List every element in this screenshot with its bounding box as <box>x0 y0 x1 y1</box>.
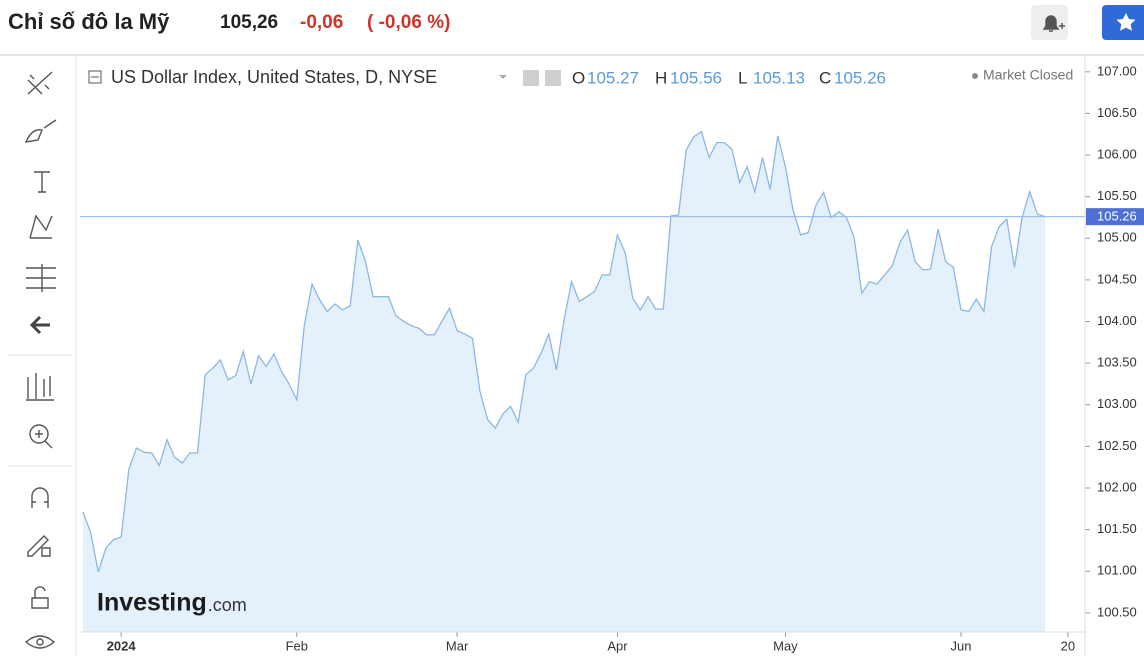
x-tick-label: Jun <box>951 638 972 653</box>
y-tick-label: 106.00 <box>1097 146 1137 161</box>
ohlc-label: L <box>738 68 747 87</box>
status-dot <box>972 73 978 79</box>
watermark: Investing <box>97 589 207 617</box>
y-tick-label: 101.50 <box>1097 521 1137 536</box>
y-tick-label: 104.00 <box>1097 313 1137 328</box>
y-tick-label: 100.50 <box>1097 604 1137 619</box>
x-tick-label: Apr <box>607 638 628 653</box>
watchlist-button[interactable] <box>1102 5 1144 40</box>
visibility-icon[interactable] <box>523 70 539 86</box>
alert-button[interactable] <box>1031 5 1068 40</box>
x-tick-label: Mar <box>446 638 469 653</box>
ohlc-value: 105.56 <box>670 68 722 87</box>
collapse-toggle[interactable] <box>88 70 102 84</box>
y-tick-label: 105.50 <box>1097 188 1137 203</box>
change-percent: ( -0,06 %) <box>367 12 450 33</box>
price-line <box>82 130 1046 573</box>
settings-icon[interactable] <box>545 70 561 86</box>
y-tick-label: 105.00 <box>1097 230 1137 245</box>
last-price-tag <box>1086 208 1144 226</box>
x-tick-label: May <box>773 638 798 653</box>
x-tick-label: Feb <box>286 638 308 653</box>
ohlc-value: 105.13 <box>753 68 805 87</box>
area-fill <box>83 131 1045 632</box>
change: -0,06 <box>300 12 343 33</box>
ohlc-legend: O 105.27 H 105.56 L 105.13 C 105.26 <box>572 68 886 87</box>
ohlc-value: 105.26 <box>834 68 886 87</box>
x-tick-label: 2024 <box>107 638 137 653</box>
watermark-suffix: .com <box>208 595 247 615</box>
ohlc-label: O <box>572 68 585 87</box>
instrument-title: Chỉ số đô la Mỹ <box>8 9 170 34</box>
y-tick-label: 107.00 <box>1097 63 1137 78</box>
y-tick-label: 103.50 <box>1097 355 1137 370</box>
ohlc-label: H <box>655 68 667 87</box>
y-tick-label: 103.00 <box>1097 396 1137 411</box>
market-status: Market Closed <box>983 67 1073 83</box>
toolbar-icons[interactable] <box>24 71 57 649</box>
price: 105,26 <box>220 12 278 33</box>
ohlc-value: 105.27 <box>587 68 639 87</box>
last-price-label: 105.26 <box>1097 209 1137 224</box>
y-tick-label: 102.00 <box>1097 479 1137 494</box>
chart-title: US Dollar Index, United States, D, NYSE <box>111 67 437 87</box>
y-tick-label: 102.50 <box>1097 438 1137 453</box>
y-tick-label: 106.50 <box>1097 105 1137 120</box>
y-tick-label: 101.00 <box>1097 563 1137 578</box>
y-tick-label: 104.50 <box>1097 271 1137 286</box>
ohlc-label: C <box>819 68 831 87</box>
title-dropdown[interactable] <box>499 75 507 79</box>
plot: 100.50 101.00 101.50 102.00 102.50 103.00 103.… <box>80 63 1144 653</box>
header-border <box>0 54 1144 56</box>
x-tick-label: 20 <box>1061 638 1075 653</box>
